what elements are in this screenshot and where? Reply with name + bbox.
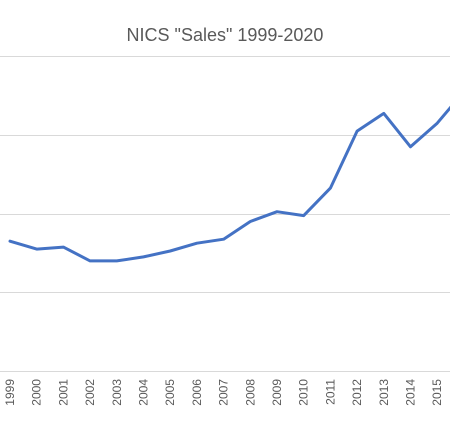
- x-tick-label: 2003: [110, 379, 124, 406]
- x-tick-label: 2006: [190, 379, 204, 406]
- x-tick-label: 2012: [350, 379, 364, 406]
- x-tick-label: 2015: [430, 379, 444, 406]
- series-line: [8, 105, 450, 263]
- x-tick-label: 1999: [3, 379, 17, 406]
- series-layer: [8, 105, 450, 263]
- x-tick-label: 2002: [83, 379, 97, 406]
- x-tick-label: 2008: [243, 379, 257, 406]
- x-axis-ticks: 1999 2000 2001 2002 2003 2004 2005 2006 2007 2008…: [3, 379, 444, 406]
- x-tick-label: 2000: [30, 379, 44, 406]
- x-tick-label: 2014: [404, 379, 418, 406]
- x-tick-label: 2007: [217, 379, 231, 406]
- x-tick-label: 2005: [163, 379, 177, 406]
- x-tick-label: 2004: [137, 379, 151, 406]
- x-tick-label: 2011: [323, 379, 337, 405]
- x-tick-label: 2013: [377, 379, 391, 406]
- x-tick-label: 2010: [297, 379, 311, 406]
- chart-title: NICS "Sales" 1999-2020: [127, 25, 324, 45]
- gridlines: [0, 56, 450, 372]
- x-tick-label: 2009: [270, 379, 284, 406]
- x-tick-label: 2001: [56, 379, 70, 406]
